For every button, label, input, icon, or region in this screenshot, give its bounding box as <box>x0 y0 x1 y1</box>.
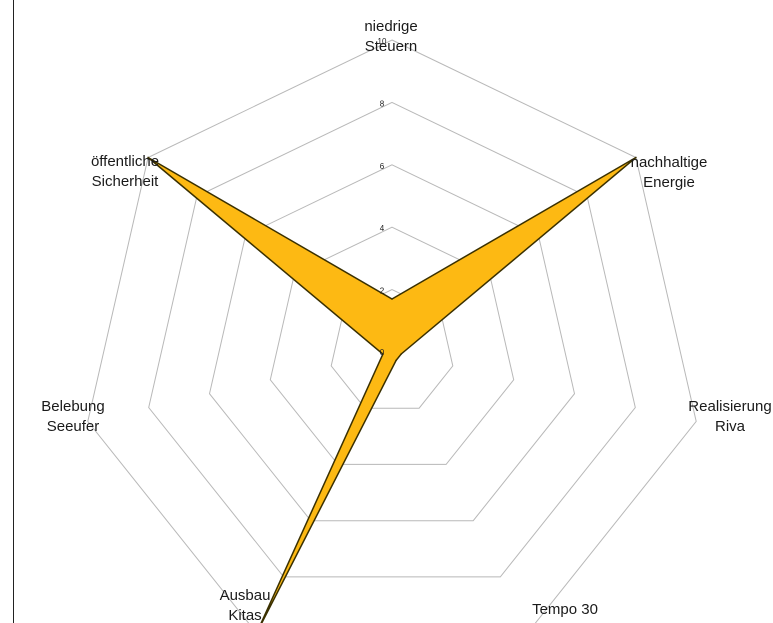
category-label-line: Realisierung <box>688 398 771 415</box>
category-label-0: niedrige Steuern <box>364 18 417 55</box>
grid-ring-2 <box>269 226 515 465</box>
tick-label-8: 8 <box>380 99 385 108</box>
category-label-line: niedrige <box>364 18 417 35</box>
category-label-2: Realisierung Riva <box>688 398 771 435</box>
category-label-line: Energie <box>643 174 695 191</box>
grid-ring-5 <box>87 39 697 623</box>
frame-left-border <box>13 0 14 623</box>
data-point-5 <box>382 353 384 355</box>
category-label-5: Belebung Seeufer <box>41 398 104 435</box>
tick-label-2: 2 <box>380 287 385 296</box>
grid-ring-4 <box>148 101 636 578</box>
category-label-line: Tempo 30 <box>532 601 598 618</box>
series-area <box>147 156 637 623</box>
data-point-6 <box>147 156 149 159</box>
category-label-1: nachhaltige Energie <box>631 154 708 191</box>
category-label-line: Belebung <box>41 398 104 415</box>
grid-ring-1 <box>330 289 454 409</box>
category-label-4: Ausbau Kitas <box>220 587 271 623</box>
category-label-line: Seeufer <box>47 418 100 435</box>
tick-label-10: 10 <box>378 37 387 46</box>
data-point-0 <box>391 298 393 300</box>
tick-label-0: 0 <box>380 348 385 357</box>
tick-label-4: 4 <box>380 224 385 233</box>
category-label-line: Ausbau <box>220 587 271 604</box>
data-point-1 <box>635 156 637 159</box>
grid-ring-3 <box>208 164 576 522</box>
tick-label-6: 6 <box>380 162 385 171</box>
grid-group <box>87 39 697 623</box>
category-label-line: nachhaltige <box>631 154 708 171</box>
category-label-3: Tempo 30 <box>532 601 598 618</box>
category-label-line: Kitas <box>228 607 261 623</box>
category-label-line: Sicherheit <box>92 173 160 190</box>
data-point-3 <box>395 359 397 362</box>
category-label-line: öffentliche <box>91 153 159 170</box>
category-label-6: öffentliche Sicherheit <box>91 153 159 190</box>
data-point-2 <box>400 353 402 355</box>
category-label-line: Riva <box>715 418 746 435</box>
category-label-line: Steuern <box>365 38 418 55</box>
